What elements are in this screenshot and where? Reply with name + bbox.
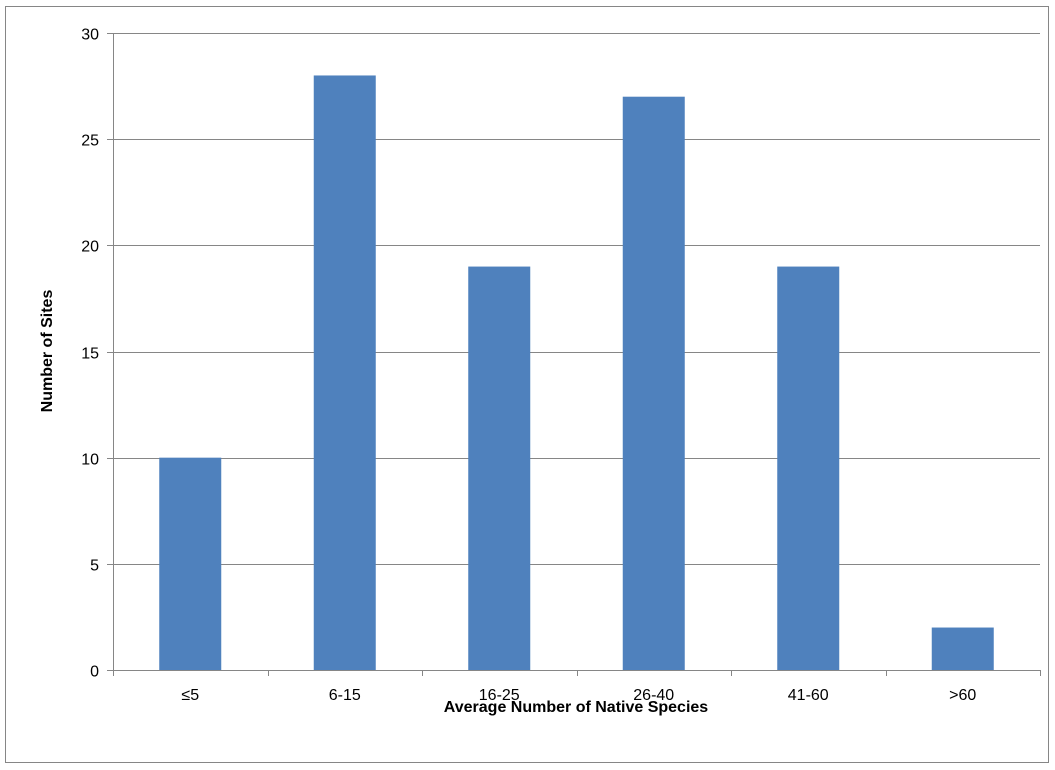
x-tick-label: 16-25	[479, 687, 520, 704]
y-tick-label: 10	[81, 452, 99, 469]
bar	[159, 457, 222, 670]
x-axis-title: Average Number of Native Species	[444, 699, 709, 716]
x-tick-label: 6-15	[329, 687, 361, 704]
y-tick-label: 20	[81, 239, 99, 256]
bars	[159, 75, 994, 670]
x-tick-label: >60	[949, 687, 976, 704]
y-tick-label: 15	[81, 346, 99, 363]
y-tick-label: 5	[90, 558, 99, 575]
x-tick-label: ≤5	[181, 687, 199, 704]
y-tick-labels: 0 5 10 15 20 25 30	[81, 27, 99, 681]
axes	[107, 33, 1041, 676]
bar	[622, 96, 685, 670]
gridlines	[113, 33, 1040, 565]
y-tick-label: 0	[90, 664, 99, 681]
y-tick-label: 25	[81, 133, 99, 150]
x-tick-label: 41-60	[788, 687, 829, 704]
bar	[931, 627, 994, 670]
bar	[777, 266, 840, 670]
bar	[468, 266, 531, 670]
x-tick-labels: ≤5 6-15 16-25 26-40 41-60 >60	[181, 687, 976, 704]
y-axis-title: Number of Sites	[39, 290, 56, 413]
y-tick-label: 30	[81, 27, 99, 44]
x-tick-label: 26-40	[633, 687, 674, 704]
bar	[313, 75, 376, 670]
